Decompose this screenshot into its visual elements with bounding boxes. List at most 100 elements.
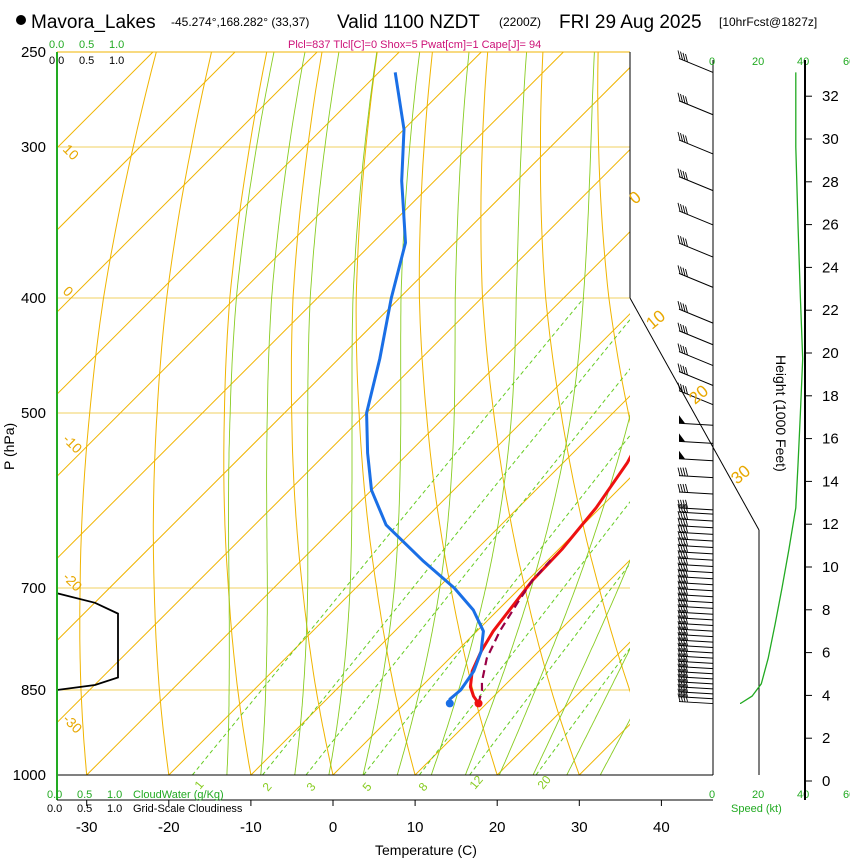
dry-adiabat--30 bbox=[79, 52, 157, 775]
speed-tick-top-40: 40 bbox=[797, 56, 809, 68]
wind-barb-feather-22-1 bbox=[680, 530, 683, 540]
wind-barb-33 bbox=[677, 598, 714, 609]
wind-barb-feather-24-1 bbox=[680, 543, 683, 552]
wind-barb-staff-32 bbox=[678, 600, 714, 604]
dry-adiabat-50 bbox=[597, 52, 630, 424]
wind-barb-feather-15-1 bbox=[680, 467, 683, 476]
moist-adiabat-6 bbox=[362, 52, 421, 775]
wind-barb-staff-34 bbox=[678, 611, 714, 615]
height-tick-8: 8 bbox=[822, 602, 830, 619]
cloudwater-tick-2: 1.0 bbox=[109, 39, 124, 51]
wind-barb-feather-49-2 bbox=[682, 683, 686, 692]
wind-barb-feather-42-3 bbox=[685, 648, 688, 657]
wind-barb-feather-40-0 bbox=[677, 637, 681, 646]
wind-barb-47 bbox=[677, 673, 714, 685]
speed-tick-bot-40: 40 bbox=[797, 789, 809, 801]
wind-barb-staff-29 bbox=[678, 582, 714, 586]
wind-barb-15 bbox=[677, 467, 714, 479]
wind-barb-38 bbox=[677, 626, 714, 638]
height-tick-28: 28 bbox=[822, 174, 839, 191]
wind-barb-feather-37-0 bbox=[677, 621, 681, 630]
wind-barb-feather-47-2 bbox=[682, 673, 686, 683]
wind-barb-feather-31-1 bbox=[680, 586, 683, 595]
wind-barb-29 bbox=[677, 574, 714, 586]
wind-barb-feather-40-2 bbox=[682, 637, 686, 646]
height-tick-26: 26 bbox=[822, 217, 839, 234]
wind-barb-feather-50-3 bbox=[685, 688, 688, 697]
temp-tick-20: 20 bbox=[489, 819, 506, 836]
height-tick-10: 10 bbox=[822, 559, 839, 576]
wind-barb-feather-49-1 bbox=[680, 683, 683, 692]
wind-barb-7 bbox=[677, 301, 714, 324]
wind-barb-feather-46-2 bbox=[682, 668, 686, 677]
height-tick-16: 16 bbox=[822, 431, 839, 448]
pressure-tick-700: 700 bbox=[21, 580, 46, 597]
wind-barb-feather-0-2 bbox=[682, 52, 686, 61]
wind-barb-feather-43-1 bbox=[680, 653, 683, 662]
wind-barb-feather-35-1 bbox=[680, 609, 683, 619]
wind-barb-feather-41-1 bbox=[680, 642, 683, 651]
wind-barb-feather-23-2 bbox=[682, 537, 686, 546]
wind-barb-feather-44-0 bbox=[677, 658, 681, 667]
wind-barb-feather-26-3 bbox=[685, 556, 688, 565]
wind-barb-feather-19-2 bbox=[682, 510, 686, 520]
wind-barb-feather-44-3 bbox=[685, 658, 688, 667]
wind-barb-staff-47 bbox=[678, 681, 714, 685]
parcel-profile bbox=[477, 556, 554, 704]
wind-barb-feather-0-3 bbox=[685, 53, 688, 63]
wind-barb-feather-2-3 bbox=[685, 135, 688, 144]
wind-barb-48 bbox=[677, 678, 714, 690]
speed-tick-top-20: 20 bbox=[752, 56, 764, 68]
wind-barb-feather-27-3 bbox=[685, 562, 688, 571]
station-coords: -45.274°,168.282° (33,37) bbox=[171, 15, 309, 29]
station-name: Mavora_Lakes bbox=[31, 12, 156, 33]
wind-barb-23 bbox=[677, 537, 714, 548]
wind-barb-feather-22-3 bbox=[685, 530, 688, 540]
mixing-label-4: 8 bbox=[416, 780, 431, 794]
wind-barb-feather-20-2 bbox=[682, 517, 686, 526]
wind-barb-feather-38-1 bbox=[680, 626, 683, 635]
theta-label-1: 10 bbox=[642, 306, 669, 333]
wind-barb-4 bbox=[677, 202, 714, 226]
wind-barb-feather-30-0 bbox=[677, 580, 681, 589]
wind-barb-feather-41-3 bbox=[685, 642, 688, 651]
height-tick-2: 2 bbox=[822, 730, 830, 747]
wind-barb-feather-34-1 bbox=[680, 604, 683, 613]
wind-barb-feather-10-2 bbox=[682, 365, 686, 374]
wind-barb-feather-33-1 bbox=[680, 598, 683, 607]
cloudiness-profile bbox=[56, 592, 119, 691]
wind-barb-feather-24-2 bbox=[682, 543, 686, 552]
wind-barb-feather-35-2 bbox=[682, 609, 686, 619]
wind-barb-32 bbox=[677, 592, 714, 604]
wind-barb-feather-17-2 bbox=[682, 499, 686, 508]
wind-barb-feather-8-3 bbox=[685, 326, 688, 335]
wind-barb-feather-18-3 bbox=[685, 504, 688, 513]
wind-barb-31 bbox=[677, 586, 714, 598]
wind-barb-feather-43-2 bbox=[682, 653, 686, 662]
wind-barb-12 bbox=[678, 415, 714, 426]
wind-barb-feather-3-2 bbox=[682, 170, 686, 180]
wind-barb-feather-49-3 bbox=[685, 683, 688, 692]
wind-barb-feather-23-0 bbox=[677, 537, 681, 546]
forecast-label: [10hrFcst@1827z] bbox=[719, 15, 817, 29]
wind-barb-staff-6 bbox=[678, 272, 714, 288]
wind-barb-feather-3-1 bbox=[680, 169, 683, 178]
wind-barb-feather-48-3 bbox=[685, 678, 688, 688]
wind-barb-feather-39-2 bbox=[682, 632, 686, 641]
height-tick-32: 32 bbox=[822, 88, 839, 105]
wind-barb-feather-17-0 bbox=[677, 499, 681, 508]
sounding-profiles bbox=[365, 72, 630, 705]
wind-barb-feather-29-1 bbox=[680, 574, 683, 583]
wind-barb-feather-35-0 bbox=[677, 609, 681, 619]
wind-barb-feather-5-2 bbox=[682, 237, 686, 246]
wind-barb-feather-11-1 bbox=[680, 383, 683, 392]
wind-barb-49 bbox=[677, 683, 714, 695]
dry-adiabat--20 bbox=[152, 52, 213, 775]
wind-barb-staff-22 bbox=[678, 538, 714, 542]
valid-date: FRI 29 Aug 2025 bbox=[559, 12, 702, 33]
wind-barb-feather-45-1 bbox=[680, 663, 683, 672]
wind-barb-feather-29-2 bbox=[682, 574, 686, 583]
wind-barb-staff-51 bbox=[678, 701, 714, 705]
speed-tick-bot-20: 20 bbox=[752, 789, 764, 801]
